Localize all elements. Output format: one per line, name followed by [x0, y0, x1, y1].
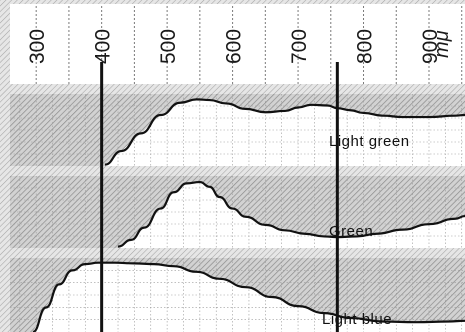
axis-header-strip: [10, 4, 465, 84]
series-label: Green: [329, 223, 373, 240]
panel-2: Green: [10, 176, 465, 248]
x-tick-labels: 300 400 500 600 700 800 900: [26, 29, 442, 64]
x-unit-label: mμ: [431, 30, 453, 58]
panel-1: Light green: [10, 94, 465, 166]
x-tick-label: 600: [223, 29, 246, 64]
x-tick-label: 700: [288, 29, 311, 64]
panel-3: Light blue: [10, 258, 465, 332]
x-tick-label: 500: [157, 29, 180, 64]
series-line: [32, 261, 465, 332]
x-tick-label: 800: [354, 29, 377, 64]
series-label: Light green: [329, 133, 410, 150]
header-gridlines: [35, 6, 463, 84]
series-line: [117, 180, 465, 248]
x-tick-label: 300: [26, 29, 49, 64]
x-tick-label: 400: [92, 29, 115, 64]
series-label: Light blue: [322, 311, 392, 328]
x-tick-label: 900: [419, 29, 442, 64]
chart-panels: Light green Green Light blue: [10, 94, 465, 332]
series-line: [104, 98, 465, 166]
wavelength-marker-lines: [100, 62, 339, 332]
